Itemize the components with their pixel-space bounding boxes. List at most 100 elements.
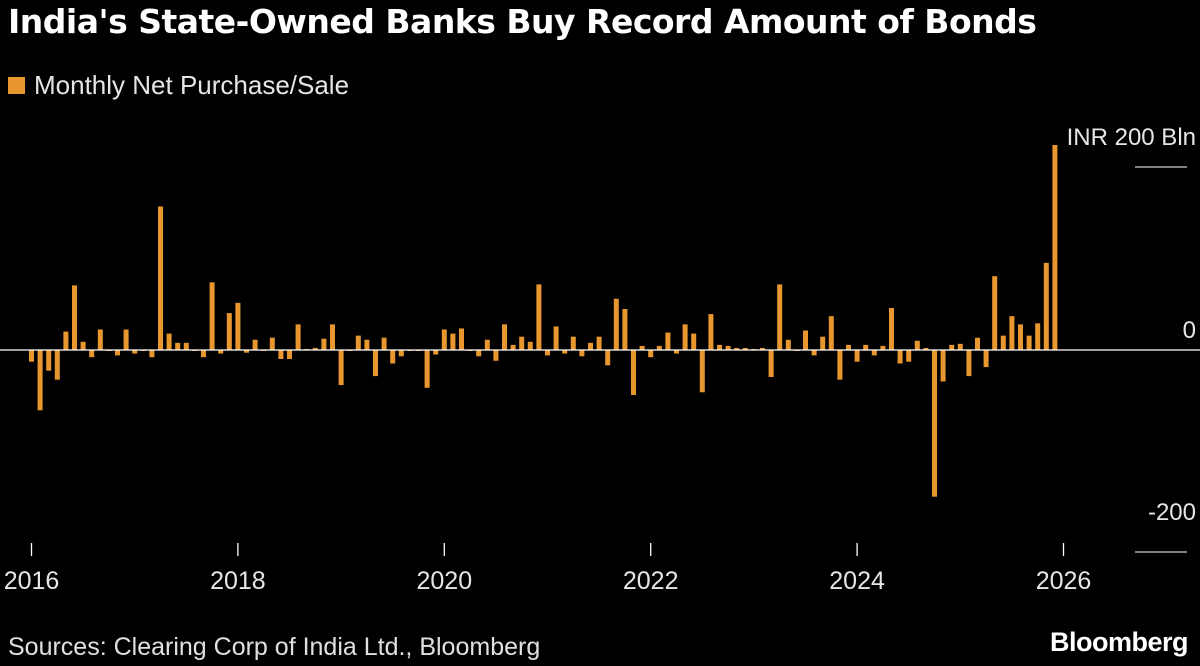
bar (622, 309, 628, 350)
bar (966, 350, 972, 377)
bar (1043, 262, 1049, 350)
bar (725, 345, 731, 350)
legend-swatch (8, 76, 25, 94)
bar (665, 332, 671, 350)
bar (536, 284, 542, 350)
bar (424, 350, 430, 388)
bar (1026, 335, 1032, 350)
bar (768, 350, 774, 377)
bar (846, 344, 851, 350)
bar (691, 333, 697, 350)
bar (1009, 316, 1015, 350)
bar (811, 350, 817, 356)
bar (545, 350, 550, 356)
bar (80, 341, 86, 350)
bar (209, 282, 215, 350)
bar (175, 342, 181, 350)
bar (381, 337, 387, 350)
bar (837, 350, 843, 380)
bar (37, 350, 43, 411)
bar (803, 330, 808, 350)
bar (1035, 323, 1041, 350)
bar (364, 339, 370, 350)
chart-title: India's State-Owned Banks Buy Record Amo… (8, 2, 1037, 41)
bar (820, 336, 826, 350)
bar (97, 329, 103, 350)
bar (527, 341, 533, 350)
legend-label: Monthly Net Purchase/Sale (34, 69, 350, 100)
bar (252, 339, 258, 350)
bar (355, 335, 361, 350)
bar (278, 350, 284, 359)
bar (777, 284, 783, 350)
bar (897, 350, 903, 364)
y-tick-label: INR 200 Bln (1067, 124, 1196, 151)
bar (123, 329, 129, 350)
bar (588, 342, 593, 350)
bar (570, 336, 576, 350)
bar (312, 347, 318, 350)
bar (923, 347, 929, 350)
x-tick-label: 2026 (1036, 567, 1092, 595)
bar (562, 350, 568, 354)
bar (321, 338, 327, 350)
y-tick-label: 0 (1183, 317, 1196, 344)
x-tick-label: 2024 (829, 567, 885, 595)
bar (115, 350, 120, 356)
bar (932, 350, 937, 497)
bar (54, 350, 60, 380)
bar (166, 333, 172, 350)
bar (1000, 335, 1006, 350)
x-tick-label: 2020 (416, 567, 472, 595)
bar (631, 350, 636, 395)
bar (493, 350, 499, 361)
bar (734, 347, 740, 350)
bar (433, 350, 439, 355)
bar (390, 350, 396, 364)
bar (699, 350, 705, 393)
bar (992, 276, 998, 350)
bar (1052, 145, 1058, 350)
bar (949, 344, 955, 350)
bar (373, 350, 378, 377)
bar (605, 350, 611, 366)
bar (785, 339, 791, 350)
x-tick-label: 2016 (4, 567, 60, 595)
bar (235, 302, 241, 350)
bar (579, 350, 585, 357)
x-tick-label: 2022 (623, 567, 679, 595)
bar (1018, 324, 1023, 350)
bar (183, 342, 189, 350)
bar (519, 336, 525, 350)
bar (682, 324, 688, 350)
bar (828, 316, 834, 350)
bar (201, 350, 206, 358)
bar (502, 324, 507, 350)
bar (226, 313, 232, 350)
bar (72, 285, 77, 350)
bar (158, 206, 163, 350)
bar (854, 350, 860, 362)
bar (880, 345, 886, 350)
bar (287, 350, 292, 359)
bar (398, 350, 404, 357)
bar (708, 314, 714, 350)
bar (717, 344, 722, 350)
bar (29, 350, 34, 362)
bar (459, 328, 464, 350)
bar (983, 350, 989, 368)
bar (674, 350, 679, 354)
bar (132, 350, 138, 354)
bar (450, 333, 456, 350)
bar (218, 350, 224, 354)
bar (760, 347, 765, 350)
bar (476, 350, 482, 357)
bar (46, 350, 52, 371)
bar (871, 350, 877, 356)
bar (89, 350, 95, 358)
bar (484, 339, 490, 350)
source-note: Sources: Clearing Corp of India Ltd., Bl… (8, 633, 541, 661)
bar (553, 326, 559, 350)
bar (149, 350, 155, 358)
